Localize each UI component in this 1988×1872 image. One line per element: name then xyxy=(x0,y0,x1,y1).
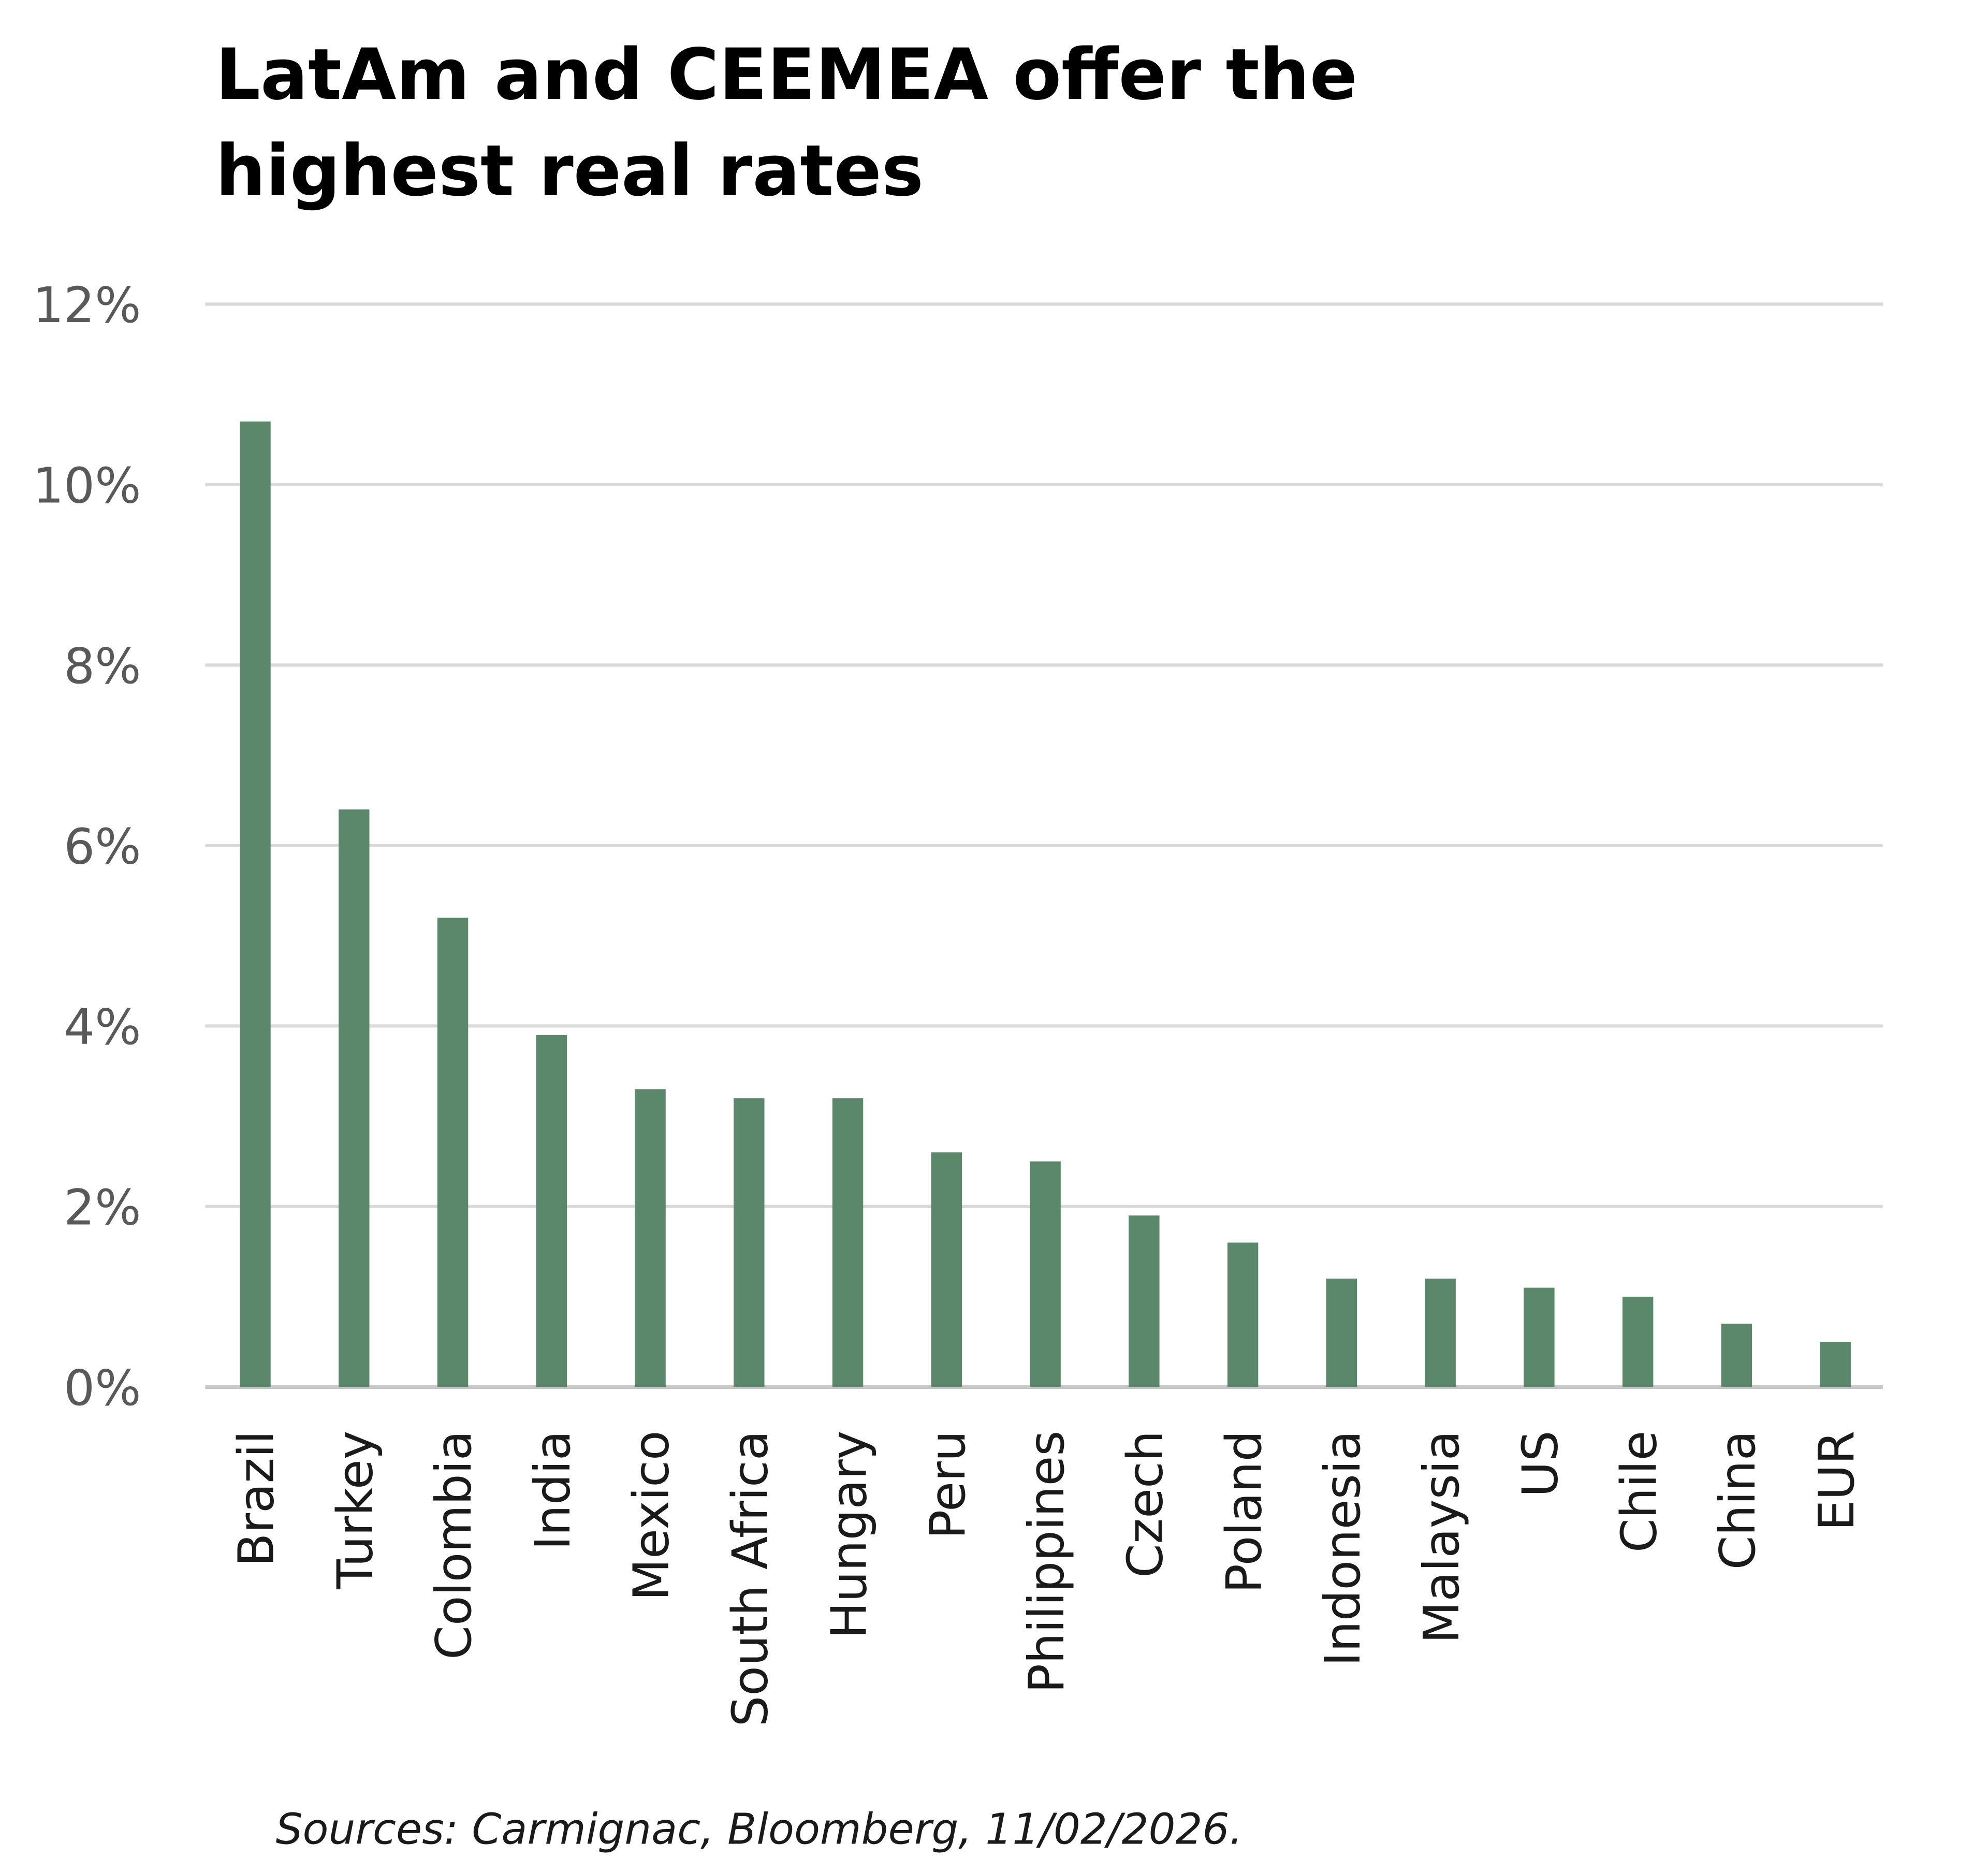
bar-eur xyxy=(1820,1342,1851,1387)
chart-title-line-2: highest real rates xyxy=(215,130,924,212)
bar-malaysia xyxy=(1425,1279,1456,1387)
x-tick-label: South Africa xyxy=(722,1431,779,1727)
x-tick-label: Peru xyxy=(920,1431,976,1540)
bar-hungary xyxy=(832,1098,864,1387)
source-note: Sources: Carmignac, Bloomberg, 11/02/202… xyxy=(276,1805,1243,1854)
x-tick-label: China xyxy=(1710,1431,1766,1570)
bar-poland xyxy=(1227,1242,1259,1387)
gridlines xyxy=(205,302,1883,1389)
x-tick-label: Mexico xyxy=(624,1431,680,1601)
x-tick-label: EUR xyxy=(1809,1431,1865,1531)
x-tick-label: Hungary xyxy=(821,1431,878,1639)
bar-indonesia xyxy=(1326,1279,1357,1387)
x-tick-label: Chile xyxy=(1611,1431,1668,1553)
x-tick-label: Colombia xyxy=(426,1431,483,1660)
y-tick-label: 6% xyxy=(64,819,141,876)
bar-china xyxy=(1721,1324,1752,1387)
x-tick-label: Brazil xyxy=(229,1431,285,1567)
y-tick-label: 10% xyxy=(33,458,141,515)
x-tick-label: Poland xyxy=(1216,1431,1273,1593)
bar-india xyxy=(536,1035,567,1387)
y-tick-label: 0% xyxy=(64,1360,141,1417)
x-tick-label: India xyxy=(525,1431,581,1550)
bars xyxy=(240,421,1851,1387)
x-tick-label: US xyxy=(1513,1431,1569,1498)
x-tick-label: Philippines xyxy=(1019,1431,1075,1693)
y-tick-label: 8% xyxy=(64,638,141,695)
bar-czech xyxy=(1129,1215,1160,1387)
bar-philippines xyxy=(1030,1161,1061,1387)
x-tick-label: Malaysia xyxy=(1414,1431,1470,1644)
bar-peru xyxy=(931,1152,962,1387)
bar-colombia xyxy=(437,918,469,1387)
bar-turkey xyxy=(339,809,370,1387)
x-tick-label: Czech xyxy=(1118,1431,1174,1578)
y-tick-label: 2% xyxy=(64,1180,141,1237)
bar-us xyxy=(1524,1287,1555,1387)
y-tick-label: 12% xyxy=(33,278,141,334)
bar-brazil xyxy=(240,421,271,1387)
chart-title-line-1: LatAm and CEEMEA offer the xyxy=(215,34,1357,116)
bar-south-africa xyxy=(734,1098,765,1387)
x-tick-label: Turkey xyxy=(327,1431,384,1590)
y-tick-label: 4% xyxy=(64,999,141,1056)
y-axis-ticks: 0% 2% 4% 6% 8% 10% 12% xyxy=(33,278,141,1417)
x-tick-label: Indonesia xyxy=(1315,1431,1371,1666)
bar-chile xyxy=(1622,1297,1654,1387)
x-axis-labels: Brazil Turkey Colombia India Mexico South Afr… xyxy=(229,1431,1865,1727)
bar-mexico xyxy=(635,1089,666,1387)
